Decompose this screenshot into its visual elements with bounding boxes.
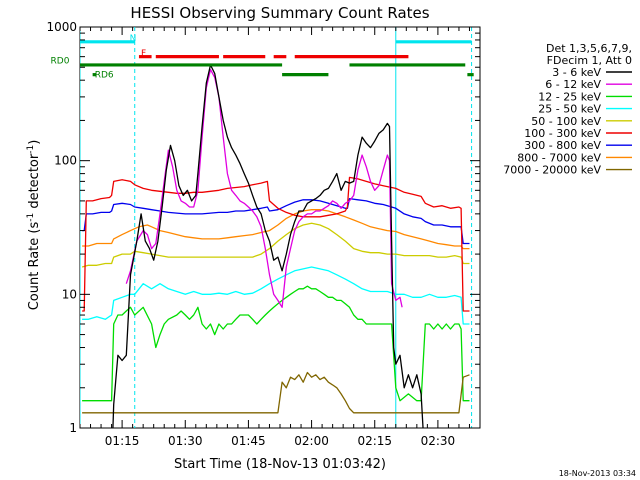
y-tick-label-2: 100	[54, 154, 77, 168]
flag-label-rd6: RD6	[95, 71, 114, 81]
series-lines	[81, 64, 470, 428]
series-line-12to25keV	[82, 285, 470, 402]
series-line-800to7000keV	[82, 209, 470, 250]
axes-group: 01:15 01:30 01:45 02:00 02:15 02:30 1 10 100 1000	[46, 20, 481, 448]
y-tick-label-0: 1	[69, 421, 77, 435]
y-axis-label-mid: detector	[27, 153, 42, 213]
footer-date: 18-Nov-2013 03:34	[559, 469, 636, 478]
legend-header-1: FDecim 1, Att 0	[547, 54, 632, 67]
x-axis-label: Start Time (18-Nov-13 01:03:42)	[174, 457, 386, 472]
status-flag-bars: NF RD0 RD6	[51, 34, 474, 81]
x-tick-label-5: 02:30	[421, 434, 456, 448]
x-tick-label-1: 01:30	[168, 434, 203, 448]
series-line-25to50keV	[82, 266, 470, 325]
chart-title: HESSI Observing Summary Count Rates	[130, 4, 429, 22]
legend-entry-3: 25 - 50 keV	[538, 103, 601, 116]
legend-entry-4: 50 - 100 keV	[531, 115, 601, 128]
y-tick-label-1: 10	[62, 287, 77, 301]
y-axis-label-main: Count Rate (s	[27, 222, 42, 311]
legend-entry-7: 800 - 7000 keV	[517, 151, 601, 164]
x-tick-label-4: 02:15	[357, 434, 392, 448]
series-line-7000to20000keV	[82, 371, 470, 414]
x-tick-label-0: 01:15	[105, 434, 140, 448]
series-line-3to6keV	[112, 64, 424, 428]
flag-label-n: N	[130, 34, 137, 44]
plot-frame	[79, 26, 481, 429]
legend-header-0: Det 1,3,5,6,7,9,	[546, 42, 632, 55]
series-line-300to800keV	[82, 197, 470, 245]
series-line-50to100keV	[81, 222, 470, 268]
series-line-100to300keV	[82, 176, 470, 312]
x-tick-label-3: 02:00	[294, 434, 329, 448]
y-axis-label: Count Rate (s-1 detector-1)	[26, 140, 42, 311]
legend: Det 1,3,5,6,7,9,FDecim 1, Att 03 - 6 keV…	[503, 42, 632, 177]
legend-entry-1: 6 - 12 keV	[545, 78, 601, 91]
y-axis-label-sup1: -1	[26, 213, 36, 222]
series-line-6to12keV	[125, 68, 403, 308]
plot-frame-group	[79, 26, 481, 429]
flag-label-f: F	[141, 49, 146, 59]
legend-entry-5: 100 - 300 keV	[524, 127, 601, 140]
x-tick-label-2: 01:45	[231, 434, 266, 448]
legend-entry-2: 12 - 25 keV	[538, 90, 601, 103]
legend-entry-8: 7000 - 20000 keV	[503, 164, 601, 177]
flag-label-rd0: RD0	[51, 57, 70, 67]
legend-entry-6: 300 - 800 keV	[524, 139, 601, 152]
y-axis-label-end: )	[27, 140, 42, 145]
y-axis-label-sup2: -1	[26, 145, 36, 154]
y-tick-label-3: 1000	[46, 20, 77, 34]
legend-entry-0: 3 - 6 keV	[552, 66, 601, 79]
